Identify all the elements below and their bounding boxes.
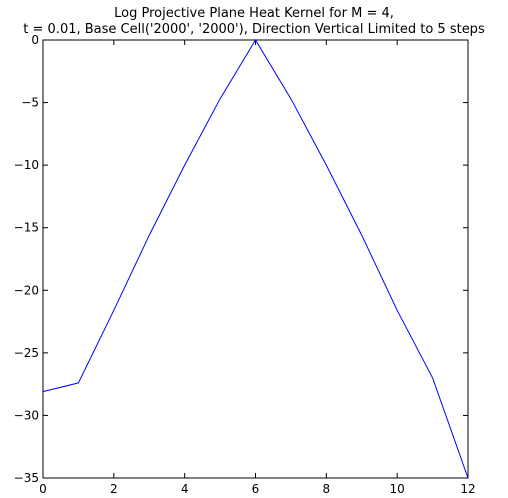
chart-title-line-1: Log Projective Plane Heat Kernel for M =… xyxy=(114,6,394,21)
y-tick-label: 0 xyxy=(31,33,39,47)
y-tick-label: −35 xyxy=(14,471,39,485)
y-tick-label: −30 xyxy=(14,408,39,422)
x-tick-label: 8 xyxy=(323,482,331,496)
x-tick-label: 4 xyxy=(181,482,189,496)
chart-title-line-2: t = 0.01, Base Cell('2000', '2000'), Dir… xyxy=(23,22,485,37)
series-line xyxy=(42,39,469,479)
x-tick-label: 12 xyxy=(460,482,475,496)
y-tick-label: −25 xyxy=(14,346,39,360)
y-tick-label: −20 xyxy=(14,283,39,297)
plot-frame xyxy=(42,39,469,479)
x-tick-label: 2 xyxy=(110,482,118,496)
y-tick-label: −5 xyxy=(21,96,39,110)
y-tick-label: −10 xyxy=(14,158,39,172)
y-tick-label: −15 xyxy=(14,221,39,235)
x-tick-label: 0 xyxy=(39,482,47,496)
x-tick-label: 6 xyxy=(252,482,260,496)
x-tick-label: 10 xyxy=(390,482,405,496)
